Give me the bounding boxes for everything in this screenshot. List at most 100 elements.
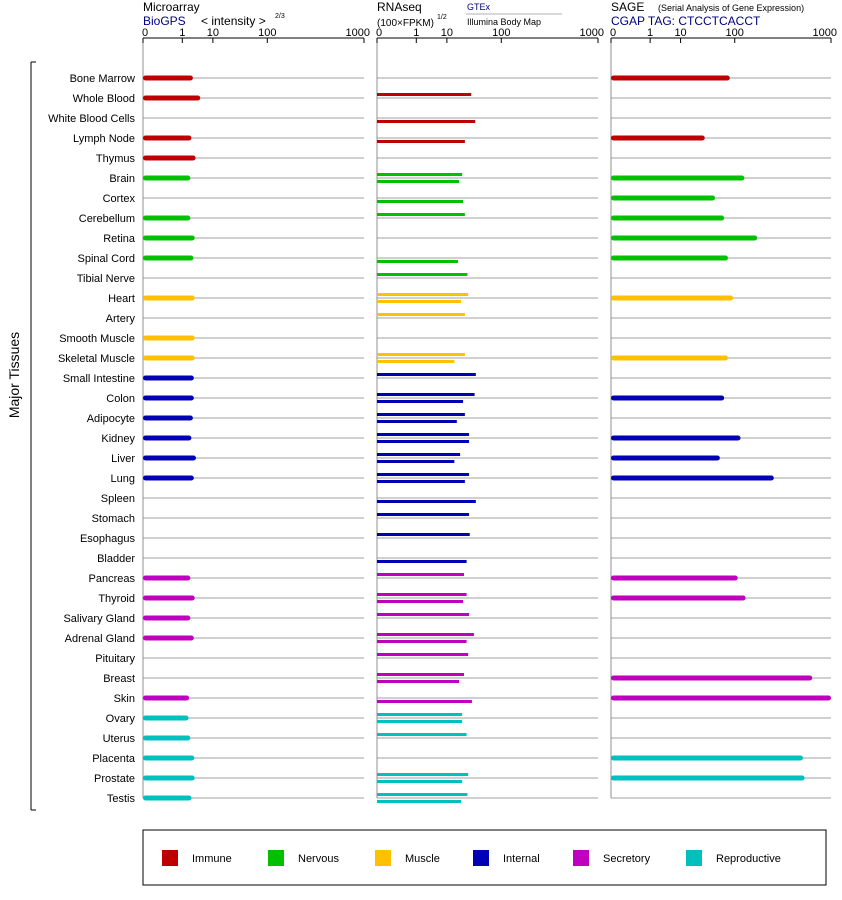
rnaseq-gtex-bar: [377, 373, 476, 376]
rnaseq-ibm-bar: [377, 720, 463, 723]
rna-tick-label: 1000: [580, 27, 604, 39]
sage-bar: [611, 755, 803, 761]
tissue-label: Thymus: [96, 153, 136, 165]
tissue-label: Skeletal Muscle: [58, 353, 135, 365]
tissue-label: Esophagus: [80, 533, 136, 545]
tissue-label: Lung: [111, 473, 135, 485]
sage-bar: [611, 355, 729, 361]
microarray-bar: [143, 95, 201, 101]
rnaseq-ibm-bar: [377, 480, 465, 483]
sage-bar: [611, 175, 745, 181]
microarray-bar: [143, 395, 194, 401]
tissue-label: Uterus: [103, 733, 136, 745]
rnaseq-ibm-bar: [377, 200, 464, 203]
legend-label: Secretory: [603, 853, 651, 865]
tissue-label: Artery: [106, 313, 136, 325]
legend: Immune Nervous Muscle Internal Secretory Repr…: [162, 850, 781, 866]
tissue-label: Lymph Node: [73, 133, 135, 145]
rnaseq-gtex-bar: [377, 473, 469, 476]
rnaseq-gtex-bar: [377, 793, 468, 796]
rnaseq-gtex-bar: [377, 353, 465, 356]
rnaseq-ibm-bar: [377, 600, 464, 603]
sage-bar: [611, 235, 758, 241]
rnaseq-ibm-bar: [377, 260, 458, 263]
microarray-bar: [143, 235, 195, 241]
sage-bar: [611, 295, 734, 301]
microarray-title: Microarray: [143, 0, 200, 14]
legend-swatch: [686, 850, 702, 866]
rna-tick-label: 100: [492, 27, 510, 39]
tissue-label: Bladder: [97, 553, 135, 565]
microarray-bar: [143, 775, 195, 781]
sage-bar: [611, 595, 746, 601]
rnaseq-ibm-bar: [377, 120, 476, 123]
legend-item-muscle: Muscle: [375, 850, 440, 866]
bars-layer: [143, 75, 831, 803]
sage-bar: [611, 575, 738, 581]
microarray-bar: [143, 295, 195, 301]
microarray-bar: [143, 135, 192, 141]
sage-bar: [611, 695, 831, 701]
rnaseq-gtex-bar: [377, 433, 469, 436]
sage-bar: [611, 195, 716, 201]
microarray-bar: [143, 715, 189, 721]
micro-tick-label: 1: [179, 27, 185, 39]
tissue-label: Adrenal Gland: [65, 633, 135, 645]
rnaseq-ibm-bar: [377, 460, 455, 463]
legend-swatch: [473, 850, 489, 866]
tissue-label: Breast: [103, 673, 135, 685]
legend-swatch: [162, 850, 178, 866]
rnaseq-scale-label: (100×FPKM): [377, 18, 434, 29]
legend-item-secretory: Secretory: [573, 850, 651, 866]
tissue-label: Tibial Nerve: [77, 273, 135, 285]
rnaseq-ibm-bar: [377, 800, 462, 803]
legend-item-internal: Internal: [473, 850, 540, 866]
rnaseq-gtex-bar: [377, 453, 461, 456]
micro-tick-label: 10: [207, 27, 219, 39]
tissue-label: Testis: [107, 793, 136, 805]
rnaseq-title: RNAseq: [377, 0, 422, 14]
legend-label: Muscle: [405, 853, 440, 865]
microarray-bar: [143, 735, 191, 741]
sage-bar: [611, 675, 813, 681]
microarray-bar: [143, 595, 195, 601]
rnaseq-gtex-bar: [377, 213, 465, 216]
rna-tick-label: 10: [441, 27, 453, 39]
legend-label: Reproductive: [716, 853, 781, 865]
microarray-bar: [143, 475, 194, 481]
tissue-label: Liver: [111, 453, 135, 465]
microarray-bar: [143, 155, 196, 161]
tissue-label: Salivary Gland: [63, 613, 135, 625]
tissue-label: Stomach: [92, 513, 135, 525]
rnaseq-ibm-bar: [377, 300, 462, 303]
microarray-scale-label: < intensity >: [201, 14, 266, 28]
tissue-label: Retina: [103, 233, 136, 245]
rnaseq-source-ibm: Illumina Body Map: [467, 17, 541, 27]
sage-bar: [611, 455, 720, 461]
microarray-bar: [143, 215, 191, 221]
tissue-label: Smooth Muscle: [59, 333, 135, 345]
rnaseq-gtex-bar: [377, 613, 469, 616]
rnaseq-source-gtex: GTEx: [467, 2, 491, 12]
tissue-label: Small Intestine: [63, 373, 135, 385]
legend-item-immune: Immune: [162, 850, 232, 866]
rnaseq-ibm-bar: [377, 400, 464, 403]
rnaseq-ibm-bar: [377, 140, 465, 143]
tissue-label: Cortex: [103, 193, 136, 205]
rnaseq-gtex-bar: [377, 533, 470, 536]
rnaseq-scale-exponent: 1/2: [437, 14, 447, 21]
micro-tick-label: 100: [258, 27, 276, 39]
sage-bar: [611, 135, 705, 141]
legend-swatch: [573, 850, 589, 866]
rnaseq-gtex-bar: [377, 393, 475, 396]
tissue-label: Adipocyte: [87, 413, 135, 425]
microarray-bar: [143, 575, 191, 581]
microarray-bar: [143, 795, 192, 801]
microarray-bar: [143, 455, 196, 461]
microarray-bar: [143, 695, 190, 701]
tissue-label: Cerebellum: [79, 213, 135, 225]
microarray-bar: [143, 175, 191, 181]
tissue-label: Heart: [108, 293, 135, 305]
rnaseq-gtex-bar: [377, 733, 467, 736]
sage-bar: [611, 215, 725, 221]
